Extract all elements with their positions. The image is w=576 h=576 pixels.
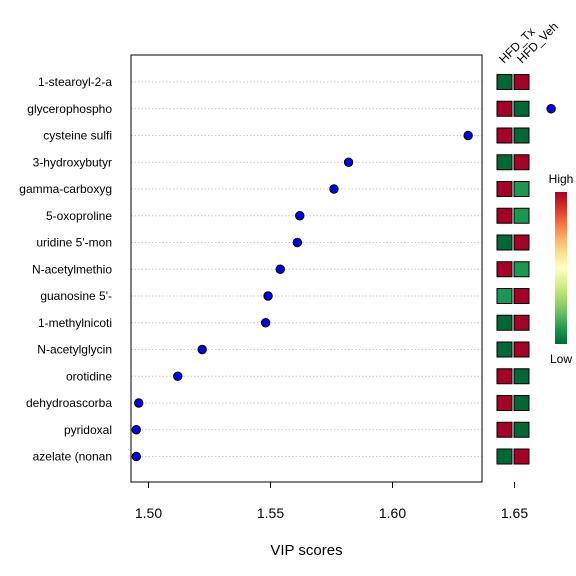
vip-point — [295, 211, 305, 221]
feature-label: 1-methylnicoti — [38, 316, 112, 330]
heatmap-cells — [496, 74, 530, 465]
vip-point — [260, 318, 271, 328]
heatmap-cell — [513, 207, 530, 224]
vip-point — [134, 398, 144, 408]
feature-label: orotidine — [66, 369, 112, 383]
heatmap-cell — [513, 181, 530, 197]
feature-label: cysteine sulfi — [43, 129, 112, 143]
x-tick-label: 1.65 — [501, 505, 528, 521]
heatmap-cell — [513, 234, 530, 251]
feature-label: N-acetylglycin — [37, 343, 112, 357]
feature-label: pyridoxal — [64, 423, 112, 437]
heatmap-cell — [496, 395, 513, 411]
heatmap-cell — [513, 127, 530, 144]
vip-points — [131, 104, 556, 462]
feature-label: dehydroascorba — [26, 396, 112, 410]
vip-point — [275, 264, 285, 274]
color-legend: High Low — [549, 172, 574, 366]
heatmap-cell — [496, 154, 513, 171]
feature-label: N-acetylmethio — [32, 262, 112, 276]
heatmap-cell — [513, 100, 530, 117]
vip-point — [263, 291, 273, 301]
gridlines — [131, 81, 482, 457]
heatmap-cell — [496, 207, 513, 224]
heatmap-cell — [513, 74, 530, 90]
vip-point — [131, 425, 142, 435]
heatmap-cell — [496, 368, 513, 385]
vip-point — [329, 184, 339, 194]
feature-labels: 1-stearoyl-2-a glycerophospho cysteine sul… — [19, 75, 112, 464]
heatmap-cell — [513, 288, 530, 304]
feature-label: 1-stearoyl-2-a — [38, 75, 112, 89]
vip-point — [463, 130, 473, 141]
heatmap-cell — [513, 395, 530, 411]
heatmap-cell — [496, 314, 513, 331]
plot-frame — [130, 54, 483, 483]
heatmap-cell — [513, 421, 530, 438]
heatmap-cell — [496, 100, 513, 117]
heatmap-cell — [496, 234, 513, 251]
heatmap-cell — [513, 368, 530, 385]
vip-point — [343, 157, 354, 167]
legend-low-label: Low — [550, 352, 572, 366]
heatmap-cell — [496, 74, 513, 90]
heatmap-cell — [496, 261, 513, 278]
heatmap-cell — [496, 288, 513, 304]
vip-point — [197, 344, 207, 355]
heatmap-cell — [496, 127, 513, 144]
heatmap-cell — [496, 341, 513, 358]
heatmap-cell — [496, 448, 513, 465]
heatmap-cell — [496, 421, 513, 438]
x-tick-label: 1.50 — [135, 505, 162, 521]
heatmap-cell — [513, 448, 530, 465]
feature-label: azelate (nonan — [33, 450, 112, 464]
x-tick-label: 1.55 — [257, 505, 284, 521]
heatmap-cell — [513, 154, 530, 171]
feature-label: 5-oxoproline — [46, 209, 112, 223]
x-tick-label: 1.60 — [379, 505, 406, 521]
vip-point — [131, 451, 142, 462]
vip-point — [546, 104, 556, 114]
vip-point — [292, 237, 303, 248]
legend-high-label: High — [549, 172, 574, 186]
legend-gradient-bar — [555, 192, 567, 344]
heatmap-cell — [513, 314, 530, 331]
heatmap-cell — [513, 341, 530, 358]
x-axis: 1.501.551.601.651.701.75 — [131, 481, 528, 521]
vip-point — [173, 371, 183, 381]
feature-label: guanosine 5'- — [40, 289, 112, 303]
feature-label: glycerophospho — [27, 102, 112, 116]
x-axis-title: VIP scores — [270, 542, 342, 559]
feature-label: uridine 5'-mon — [36, 236, 112, 250]
feature-label: gamma-carboxyg — [19, 182, 112, 196]
feature-label: 3-hydroxybutyr — [33, 155, 112, 169]
heatmap-cell — [496, 181, 513, 197]
heatmap-cell — [513, 261, 530, 278]
